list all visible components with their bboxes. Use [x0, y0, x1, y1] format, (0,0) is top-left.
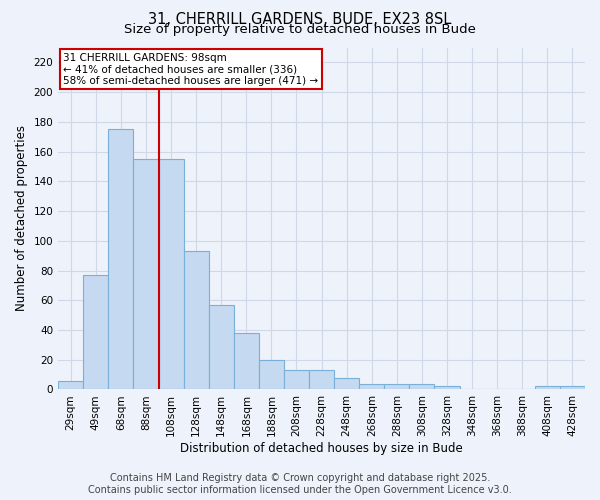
- Bar: [158, 159, 184, 390]
- Text: 31 CHERRILL GARDENS: 98sqm
← 41% of detached houses are smaller (336)
58% of sem: 31 CHERRILL GARDENS: 98sqm ← 41% of deta…: [64, 52, 319, 86]
- Bar: [83, 275, 109, 390]
- Bar: [184, 251, 209, 390]
- Bar: [434, 386, 460, 390]
- Text: Contains HM Land Registry data © Crown copyright and database right 2025.
Contai: Contains HM Land Registry data © Crown c…: [88, 474, 512, 495]
- Bar: [309, 370, 334, 390]
- Bar: [259, 360, 284, 390]
- X-axis label: Distribution of detached houses by size in Bude: Distribution of detached houses by size …: [180, 442, 463, 455]
- Bar: [385, 384, 409, 390]
- Text: Size of property relative to detached houses in Bude: Size of property relative to detached ho…: [124, 22, 476, 36]
- Y-axis label: Number of detached properties: Number of detached properties: [15, 126, 28, 312]
- Text: 31, CHERRILL GARDENS, BUDE, EX23 8SL: 31, CHERRILL GARDENS, BUDE, EX23 8SL: [148, 12, 452, 28]
- Bar: [209, 304, 234, 390]
- Bar: [58, 380, 83, 390]
- Bar: [535, 386, 560, 390]
- Bar: [284, 370, 309, 390]
- Bar: [133, 159, 158, 390]
- Bar: [234, 333, 259, 390]
- Bar: [409, 384, 434, 390]
- Bar: [334, 378, 359, 390]
- Bar: [560, 386, 585, 390]
- Bar: [109, 130, 133, 390]
- Bar: [359, 384, 385, 390]
